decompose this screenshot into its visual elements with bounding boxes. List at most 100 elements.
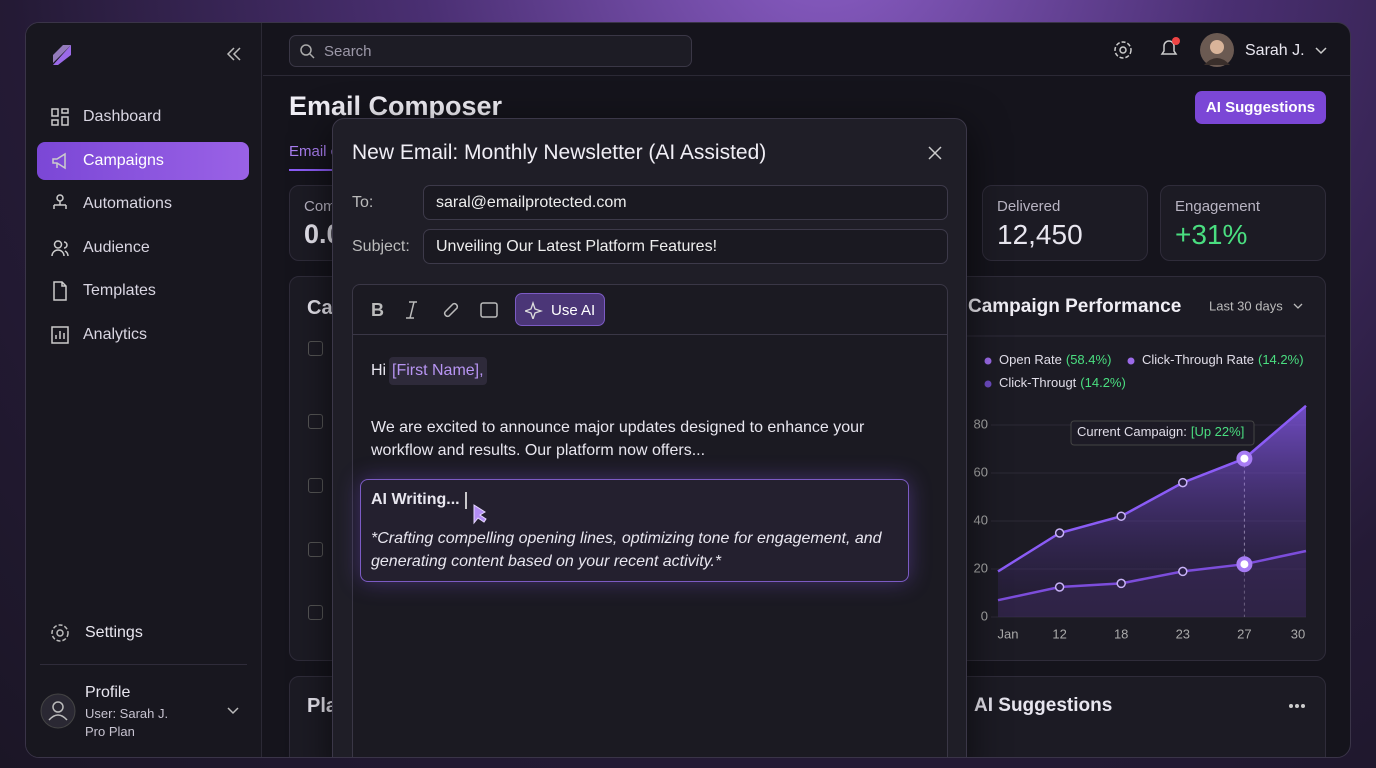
row-checkbox[interactable] — [308, 414, 323, 429]
user-chevron[interactable] — [1315, 47, 1327, 55]
chart-title: Campaign Performance — [968, 296, 1181, 317]
x-tick-label: 23 — [1176, 626, 1190, 641]
nav-label: Analytics — [83, 325, 148, 343]
nav-label: Templates — [83, 282, 156, 299]
y-tick-label: 20 — [974, 560, 988, 575]
user-avatar[interactable] — [1200, 33, 1234, 67]
nav-icon — [53, 281, 67, 301]
app-window: Dashboard Campaigns Automations Audience Tem… — [25, 22, 1351, 758]
bold-button[interactable]: B — [371, 300, 384, 320]
legend-rate: (58.4%) — [1066, 352, 1112, 367]
modal-title: New Email: Monthly Newsletter (AI Assist… — [352, 141, 767, 164]
settings-link[interactable]: Settings — [85, 624, 143, 641]
ai-writing-title: AI Writing... — [371, 491, 460, 508]
link-button[interactable] — [443, 302, 459, 318]
annotation-highlight: [Up 22%] — [1191, 424, 1244, 439]
point — [1116, 511, 1126, 521]
toolbar-divider — [353, 334, 947, 335]
sparkle-icon — [525, 301, 543, 319]
legend-dot — [984, 380, 992, 388]
divider — [40, 664, 247, 665]
nav-label: Campaigns — [83, 151, 164, 169]
icon-path — [51, 239, 69, 256]
nav-item[interactable]: Dashboard — [37, 98, 249, 136]
stat-label: Com — [304, 198, 336, 215]
nav-icon — [51, 108, 69, 126]
stat-value: +31% — [1175, 219, 1248, 250]
italic-button[interactable] — [406, 301, 417, 319]
nav-item[interactable]: Campaigns — [37, 141, 249, 180]
ai-writing-box — [360, 479, 909, 582]
ai-writing-text: *Crafting compelling opening lines, opti… — [371, 530, 882, 570]
settings-icon — [51, 624, 69, 642]
area — [998, 405, 1306, 617]
line — [997, 549, 1307, 602]
stat-label: Engagement — [1175, 198, 1261, 215]
icon-path — [51, 108, 69, 126]
row-checkbox[interactable] — [308, 341, 323, 356]
legend-name: Click-Througt — [999, 375, 1077, 390]
y-tick-label: 60 — [974, 464, 988, 479]
icon-path — [53, 281, 67, 301]
user-name[interactable]: Sarah J. — [1245, 42, 1305, 59]
subject-input[interactable]: Unveiling Our Latest Platform Features! — [423, 229, 948, 264]
close-button[interactable] — [928, 146, 942, 160]
x-tick-label: 27 — [1237, 626, 1251, 641]
row-checkbox[interactable] — [308, 605, 323, 620]
collapse-button[interactable] — [226, 47, 242, 61]
more-button[interactable] — [1288, 703, 1306, 709]
panel-title: AI Suggestions — [974, 695, 1113, 716]
point — [1054, 582, 1065, 592]
legend-label: Open Rate (58.4%) — [999, 352, 1111, 367]
range-select[interactable]: Last 30 days — [1209, 298, 1283, 313]
row-checkbox[interactable] — [308, 542, 323, 557]
annotation-text: Current Campaign: — [1077, 424, 1187, 439]
tab[interactable]: Email c — [289, 143, 349, 171]
legend-name: Click-Through Rate — [1142, 352, 1254, 367]
use-ai-button[interactable]: Use AI — [515, 293, 605, 326]
cursor — [465, 492, 487, 525]
search-icon — [300, 44, 315, 59]
nav-item[interactable]: Audience — [37, 229, 249, 267]
row-checkbox[interactable] — [308, 478, 323, 493]
x-tick-label: Jan — [998, 626, 1019, 641]
area — [998, 551, 1306, 617]
profile-plan: Pro Plan — [85, 724, 135, 739]
point — [1178, 566, 1188, 577]
stat-card — [982, 185, 1148, 261]
notifications-button[interactable] — [1158, 36, 1182, 60]
x-tick-label: 30 — [1291, 626, 1305, 641]
nav-label: Dashboard — [83, 108, 162, 125]
profile-user: User: Sarah J. — [85, 706, 169, 721]
nav-label: Automations — [83, 195, 172, 212]
to-label: To: — [352, 194, 374, 211]
panel-title: Ca — [307, 297, 333, 319]
profile-title: Profile — [85, 684, 131, 701]
nav-label: Audience — [83, 238, 150, 256]
annotation: Current Campaign: [Up 22%] — [1077, 424, 1244, 439]
y-tick-label: 80 — [974, 416, 988, 431]
nav-item[interactable]: Templates — [37, 272, 249, 310]
point — [1116, 578, 1126, 589]
range-chevron — [1293, 303, 1303, 309]
legend-rate: (14.2%) — [1258, 352, 1304, 367]
icon-path — [51, 325, 69, 344]
topbar — [263, 23, 1350, 76]
nav-item[interactable]: Automations — [37, 185, 249, 223]
nav-icon — [51, 325, 69, 344]
highlight-point — [1236, 556, 1253, 573]
logo — [53, 45, 71, 65]
legend-rate: (14.2%) — [1080, 375, 1126, 390]
x-tick-label: 18 — [1114, 626, 1128, 641]
legend-dot — [984, 357, 992, 365]
image-button[interactable] — [480, 302, 498, 318]
settings-button[interactable] — [1113, 40, 1133, 60]
profile-chevron[interactable] — [227, 707, 239, 715]
to-input[interactable]: saral@emailprotected.com — [423, 185, 948, 220]
search-input[interactable]: Search — [289, 35, 692, 67]
legend-dot — [1127, 357, 1135, 365]
line — [997, 404, 1307, 573]
nav-item[interactable]: Analytics — [37, 316, 249, 354]
ai-suggestions-button[interactable]: AI Suggestions — [1195, 91, 1326, 124]
